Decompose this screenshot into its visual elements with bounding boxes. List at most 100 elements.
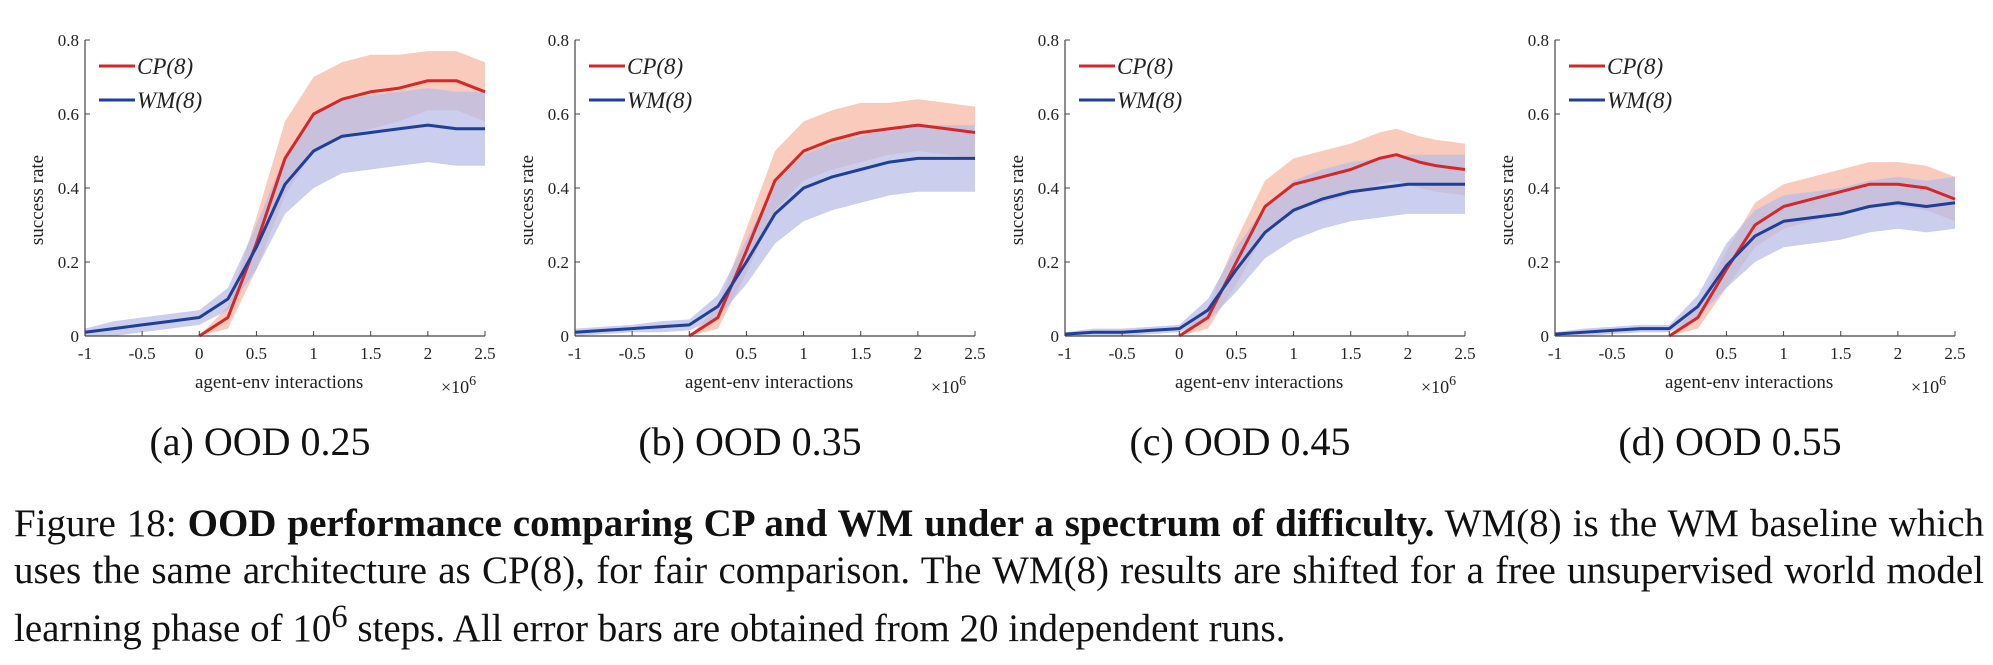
series-band-wm-8- (1555, 176, 1955, 336)
x-tick-label: 1 (1289, 344, 1298, 363)
x-tick-label: 1.5 (1340, 344, 1361, 363)
y-tick-label: 0.2 (1038, 253, 1059, 272)
x-tick-label: 1 (1779, 344, 1788, 363)
x-tick-label: 1.5 (360, 344, 381, 363)
y-tick-label: 0 (561, 327, 570, 346)
x-axis-label: agent-env interactions (195, 372, 363, 393)
y-tick-label: 0 (1541, 327, 1550, 346)
y-tick-label: 0.6 (1038, 105, 1059, 124)
x-tick-label: -1 (1058, 344, 1072, 363)
x-tick-label: 2 (424, 344, 433, 363)
y-tick-label: 0.2 (548, 253, 569, 272)
x-tick-label: 0 (195, 344, 204, 363)
chart-panel-1: -1 -0.5 0 0.5 1 1.5 2 2.5 0 0.2 0.4 0.6 0.8 agent-env… (27, 31, 496, 397)
series-band-wm-8- (575, 125, 975, 336)
y-tick-label: 0.8 (1528, 31, 1549, 50)
legend-label: WM(8) (1607, 88, 1672, 113)
x-tick-label: 1 (309, 344, 318, 363)
y-tick-label: 0.4 (58, 179, 80, 198)
x-tick-label: 0.5 (736, 344, 757, 363)
series-line-cp-8- (1668, 182, 1956, 338)
x-axis-multiplier: ×106 (1911, 374, 1946, 397)
figure-caption-text-2: steps. All error bars are obtained from … (357, 607, 1286, 650)
x-tick-label: 2.5 (1454, 344, 1475, 363)
series-line-cp-8- (198, 79, 486, 338)
x-tick-label: 2.5 (474, 344, 495, 363)
x-tick-label: 0.5 (1716, 344, 1737, 363)
x-tick-label: -0.5 (129, 344, 156, 363)
x-tick-label: 1.5 (850, 344, 871, 363)
y-tick-label: 0.2 (1528, 253, 1549, 272)
y-tick-label: 0.8 (548, 31, 569, 50)
y-axis-label: success rate (517, 155, 538, 245)
x-tick-label: 2.5 (1944, 344, 1965, 363)
x-axis-multiplier-exponent: 6 (1449, 374, 1456, 389)
legend-label: CP(8) (1607, 54, 1663, 79)
x-tick-label: 0 (685, 344, 694, 363)
x-tick-label: -0.5 (619, 344, 646, 363)
y-tick-label: 0 (71, 327, 80, 346)
y-tick-label: 0.4 (1038, 179, 1060, 198)
x-tick-label: 1.5 (1830, 344, 1851, 363)
x-tick-label: -0.5 (1599, 344, 1626, 363)
figure-caption-superscript: 6 (331, 599, 348, 635)
x-tick-label: 2 (1404, 344, 1413, 363)
y-axis-label: success rate (27, 155, 48, 245)
legend-label: CP(8) (627, 54, 683, 79)
x-tick-label: 0 (1175, 344, 1184, 363)
y-tick-label: 0.8 (58, 31, 79, 50)
x-tick-label: 1 (799, 344, 808, 363)
chart-panel-3: -1 -0.5 0 0.5 1 1.5 2 2.5 0 0.2 0.4 0.6 0.8 agent-env… (1007, 31, 1476, 397)
y-tick-label: 0 (1051, 327, 1060, 346)
x-tick-label: 0.5 (246, 344, 267, 363)
x-tick-label: 0 (1665, 344, 1674, 363)
x-axis-label: agent-env interactions (1665, 372, 1833, 393)
y-tick-label: 0.6 (548, 105, 569, 124)
series-line-wm-8- (1064, 182, 1465, 336)
x-axis-label: agent-env interactions (1175, 372, 1343, 393)
panel-caption-a: (a) OOD 0.25 (149, 419, 371, 464)
y-tick-label: 0.6 (1528, 105, 1549, 124)
x-tick-label: -0.5 (1109, 344, 1136, 363)
panel-caption-b: (b) OOD 0.35 (638, 419, 862, 464)
figure-charts: -1 -0.5 0 0.5 1 1.5 2 2.5 0 0.2 0.4 0.6 0.8 agent-env… (27, 31, 1966, 397)
legend-label: WM(8) (627, 88, 692, 113)
figure-caption-bold: OOD performance comparing CP and WM unde… (187, 502, 1435, 545)
x-axis-multiplier-base: ×10 (931, 377, 959, 397)
y-tick-label: 0.2 (58, 253, 79, 272)
x-axis-multiplier-base: ×10 (1911, 377, 1939, 397)
series-line-cp-8- (1178, 153, 1466, 338)
figure-label: Figure 18: (14, 502, 177, 545)
legend-label: CP(8) (137, 54, 193, 79)
series-line-cp-8- (688, 123, 976, 338)
x-axis-multiplier: ×106 (1421, 374, 1456, 397)
x-axis-multiplier-exponent: 6 (959, 374, 966, 389)
x-tick-label: -1 (78, 344, 92, 363)
x-axis-multiplier-base: ×10 (1421, 377, 1449, 397)
series-band-wm-8- (85, 88, 485, 336)
y-axis-label: success rate (1497, 155, 1518, 245)
x-tick-label: -1 (1548, 344, 1562, 363)
panel-caption-d: (d) OOD 0.55 (1618, 419, 1842, 464)
x-axis-multiplier: ×106 (931, 374, 966, 397)
y-tick-label: 0.6 (58, 105, 79, 124)
legend-label: WM(8) (1117, 88, 1182, 113)
x-tick-label: 2 (914, 344, 923, 363)
chart-panel-2: -1 -0.5 0 0.5 1 1.5 2 2.5 0 0.2 0.4 0.6 0.8 agent-env… (517, 31, 986, 397)
x-axis-multiplier-base: ×10 (441, 377, 469, 397)
panel-caption-c: (c) OOD 0.45 (1129, 419, 1351, 464)
x-axis-multiplier-exponent: 6 (469, 374, 476, 389)
y-tick-label: 0.4 (1528, 179, 1550, 198)
figure-caption: Figure 18: OOD performance comparing CP … (14, 500, 1984, 652)
x-tick-label: 2.5 (964, 344, 985, 363)
x-axis-multiplier-exponent: 6 (1939, 374, 1946, 389)
series-line-wm-8- (84, 123, 485, 334)
series-line-wm-8- (574, 156, 975, 334)
figure-caption-text-1: WM(8) is the WM baseline which uses the … (14, 502, 1985, 650)
y-tick-label: 0.4 (548, 179, 570, 198)
legend-label: WM(8) (137, 88, 202, 113)
series-line-wm-8- (1554, 201, 1956, 336)
x-tick-label: 2 (1894, 344, 1903, 363)
x-tick-label: -1 (568, 344, 582, 363)
x-axis-label: agent-env interactions (685, 372, 853, 393)
